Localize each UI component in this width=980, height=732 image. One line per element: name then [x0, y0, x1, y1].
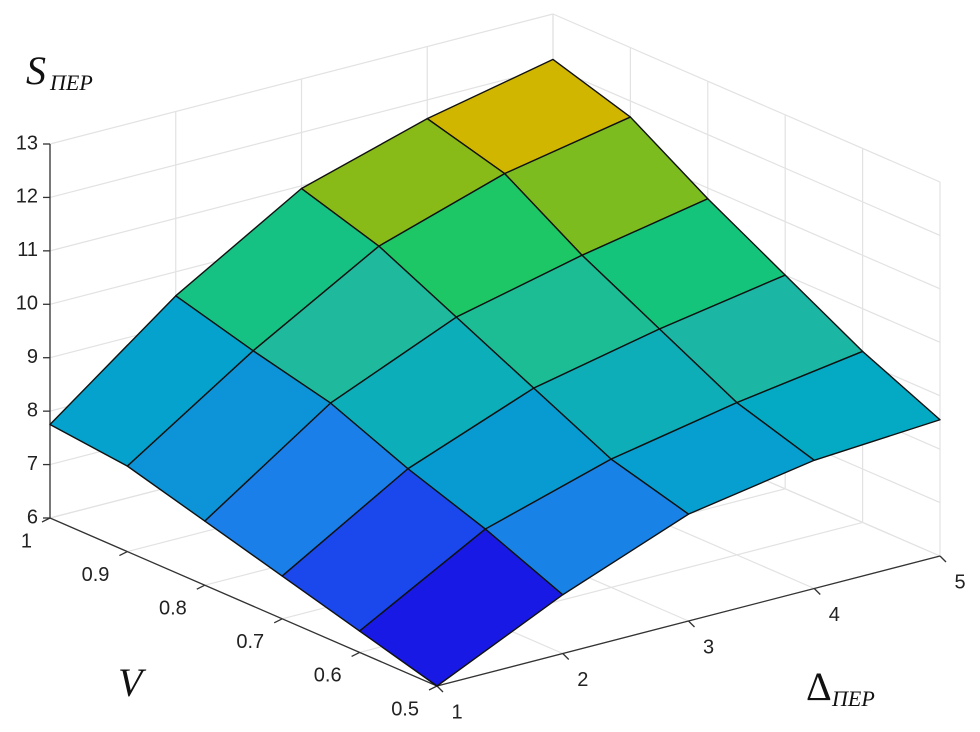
x-axis-label-sub: ПЕР [831, 686, 875, 711]
z-tick-label: 12 [16, 186, 38, 208]
z-axis-label-sub: ПЕР [49, 70, 93, 95]
z-tick-label: 13 [16, 132, 38, 154]
tick-mark [688, 620, 695, 628]
z-tick-label: 8 [27, 399, 38, 421]
tick-mark [428, 685, 438, 691]
x-tick-label: 1 [451, 701, 462, 723]
grid-line [49, 13, 554, 145]
z-tick-label: 6 [27, 506, 38, 528]
x-axis-label: Δ [806, 664, 832, 709]
z-tick-label: 10 [16, 293, 38, 315]
z-tick-label: 9 [27, 346, 38, 368]
tick-mark [939, 555, 947, 563]
grid-line [552, 13, 941, 183]
y-tick-label: 1 [21, 530, 32, 552]
y-tick-label: 0.9 [82, 564, 110, 586]
tick-mark [119, 551, 128, 557]
y-axis-label: V [118, 660, 147, 705]
z-tick-label: 11 [17, 239, 38, 261]
y-tick-label: 0.7 [236, 631, 264, 653]
x-tick-label: 2 [577, 669, 588, 691]
tick-mark [273, 618, 283, 624]
y-tick-label: 0.5 [391, 698, 419, 720]
y-tick-label: 0.6 [314, 665, 342, 687]
z-tick-label: 7 [27, 453, 38, 475]
z-axis-label: S [26, 48, 46, 93]
grid-line [49, 66, 554, 199]
tick-mark [196, 584, 206, 590]
axis-line [49, 517, 438, 687]
x-tick-label: 4 [829, 604, 840, 626]
tick-mark [351, 651, 360, 657]
y-tick-label: 0.8 [159, 597, 187, 619]
x-tick-label: 3 [703, 636, 714, 658]
surface-face [358, 528, 564, 687]
tick-mark [562, 653, 570, 660]
tick-mark [813, 588, 821, 595]
tick-mark [41, 517, 51, 523]
x-tick-label: 5 [954, 571, 965, 593]
tick-mark [436, 685, 444, 693]
grid-line [552, 66, 941, 236]
